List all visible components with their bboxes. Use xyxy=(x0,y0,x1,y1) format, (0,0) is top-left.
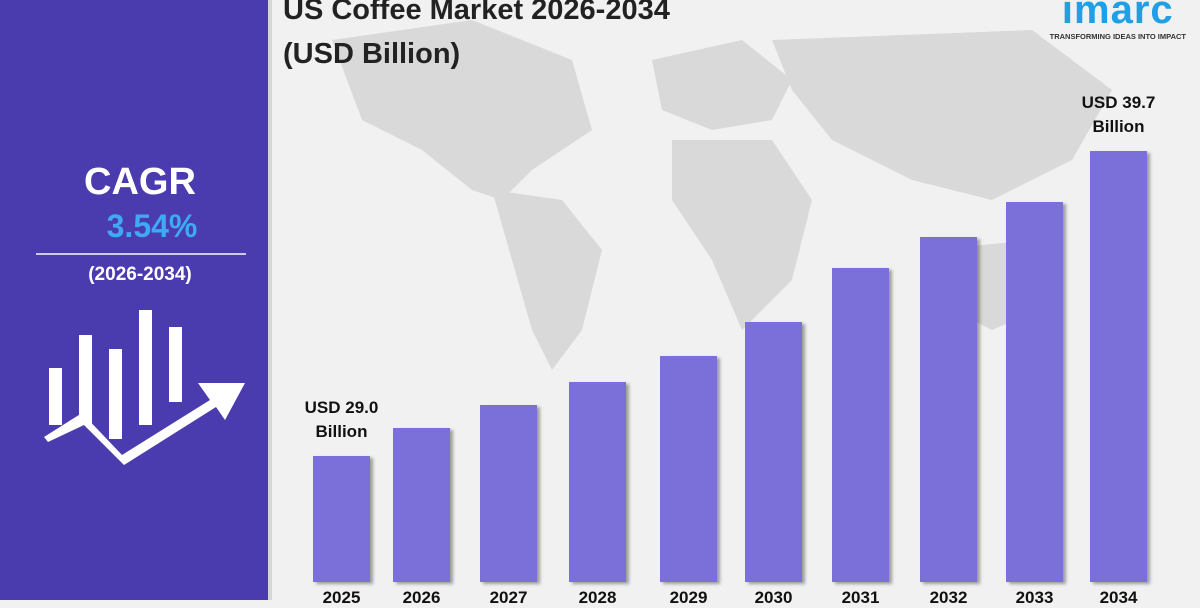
year-label: 2028 xyxy=(578,588,617,607)
year-label: 2034 xyxy=(1099,588,1138,607)
chart-subtitle: (USD Billion) xyxy=(283,38,461,70)
year-label: 2033 xyxy=(1015,588,1054,607)
bar-2025 xyxy=(313,456,370,582)
cagr-value: 3.54% xyxy=(106,208,198,244)
year-label: 2029 xyxy=(669,588,708,607)
logo-tagline: TRANSFORMING IDEAS INTO IMPACT xyxy=(1049,32,1186,41)
bar-2031 xyxy=(832,267,889,582)
bar-2027 xyxy=(480,404,537,582)
bar-2026 xyxy=(393,427,450,582)
cagr-period: (2026-2034) xyxy=(88,264,192,285)
imarc-logo: imarc TRANSFORMING IDEAS INTO IMPACT xyxy=(1050,0,1186,41)
year-label: 2030 xyxy=(754,588,793,607)
cagr-label: CAGR xyxy=(84,161,196,203)
panel-edge xyxy=(268,0,272,600)
data-label-2025: USD 29.0 Billion xyxy=(304,398,379,441)
bar-2030 xyxy=(745,322,802,582)
bar-2029 xyxy=(660,356,717,582)
bar-2028 xyxy=(569,381,626,582)
year-label: 2025 xyxy=(322,588,361,607)
divider xyxy=(36,253,246,255)
year-label: 2027 xyxy=(489,588,528,607)
data-label-2034: USD 39.7 Billion xyxy=(1081,93,1156,137)
bar-2032 xyxy=(920,236,977,582)
bar-2033 xyxy=(1006,202,1063,582)
year-label: 2026 xyxy=(402,588,441,607)
year-label: 2031 xyxy=(841,588,880,607)
year-label: 2032 xyxy=(929,588,968,607)
cagr-panel: CAGR 3.54% (2026-2034) xyxy=(0,0,268,600)
chart-title: US Coffee Market 2026-2034 xyxy=(283,0,670,26)
logo-name: imarc xyxy=(1061,0,1174,32)
bar-2034 xyxy=(1090,151,1147,582)
growth-chart-icon xyxy=(44,310,245,465)
world-map-background xyxy=(332,20,1112,370)
